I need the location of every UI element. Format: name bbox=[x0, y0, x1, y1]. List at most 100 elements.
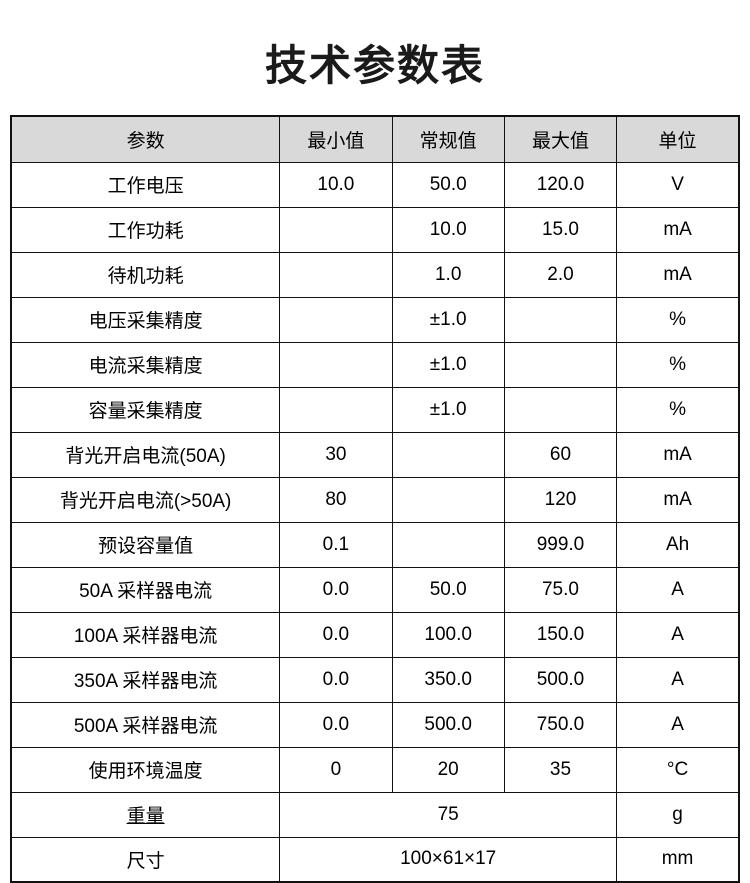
table-row: 容量采集精度 ±1.0 % bbox=[10, 386, 740, 433]
cell-max: 750.0 bbox=[503, 701, 618, 748]
cell-max: 120 bbox=[503, 476, 618, 523]
cell-max: 75.0 bbox=[503, 566, 618, 613]
cell-typical bbox=[391, 521, 505, 568]
cell-typical: 1.0 bbox=[391, 251, 505, 298]
cell-min bbox=[279, 341, 393, 388]
cell-typical: ±1.0 bbox=[391, 386, 505, 433]
table-body: 工作电压 10.0 50.0 120.0 V 工作功耗 10.0 15.0 mA… bbox=[10, 161, 740, 883]
cell-unit: mA bbox=[616, 431, 740, 478]
cell-param: 重量 bbox=[10, 791, 281, 838]
cell-param-text: 重量 bbox=[126, 806, 165, 827]
table-row: 电流采集精度 ±1.0 % bbox=[10, 341, 740, 388]
table-row: 预设容量值 0.1 999.0 Ah bbox=[10, 521, 740, 568]
cell-max: 120.0 bbox=[503, 161, 618, 208]
table-header: 参数 最小值 常规值 最大值 单位 bbox=[10, 115, 740, 163]
cell-param: 100A 采样器电流 bbox=[10, 611, 281, 658]
cell-min: 0.0 bbox=[279, 566, 393, 613]
spec-table-container: 参数 最小值 常规值 最大值 单位 工作电压 10.0 50.0 120.0 V… bbox=[0, 115, 750, 883]
table-row: 500A 采样器电流 0.0 500.0 750.0 A bbox=[10, 701, 740, 748]
cell-unit: A bbox=[616, 611, 740, 658]
cell-param: 尺寸 bbox=[10, 836, 281, 883]
cell-max: 2.0 bbox=[503, 251, 618, 298]
cell-min bbox=[279, 206, 393, 253]
cell-unit: A bbox=[616, 566, 740, 613]
cell-min bbox=[279, 296, 393, 343]
cell-param: 500A 采样器电流 bbox=[10, 701, 281, 748]
cell-unit: % bbox=[616, 386, 740, 433]
cell-typical bbox=[391, 431, 505, 478]
table-row: 背光开启电流(50A) 30 60 mA bbox=[10, 431, 740, 478]
cell-max: 999.0 bbox=[503, 521, 618, 568]
cell-min: 0.0 bbox=[279, 611, 393, 658]
table-row: 电压采集精度 ±1.0 % bbox=[10, 296, 740, 343]
cell-unit: A bbox=[616, 701, 740, 748]
cell-min: 80 bbox=[279, 476, 393, 523]
cell-typical: 500.0 bbox=[391, 701, 505, 748]
cell-max: 15.0 bbox=[503, 206, 618, 253]
cell-min bbox=[279, 251, 393, 298]
spec-table: 参数 最小值 常规值 最大值 单位 工作电压 10.0 50.0 120.0 V… bbox=[10, 115, 740, 883]
cell-typical: 10.0 bbox=[391, 206, 505, 253]
cell-merged-value: 75 bbox=[279, 791, 618, 838]
cell-param: 50A 采样器电流 bbox=[10, 566, 281, 613]
cell-param: 电压采集精度 bbox=[10, 296, 281, 343]
cell-unit: mm bbox=[616, 836, 740, 883]
header-min: 最小值 bbox=[279, 115, 393, 163]
cell-min: 0.0 bbox=[279, 656, 393, 703]
cell-min: 0.1 bbox=[279, 521, 393, 568]
table-row: 工作功耗 10.0 15.0 mA bbox=[10, 206, 740, 253]
cell-max bbox=[503, 341, 618, 388]
cell-unit: % bbox=[616, 341, 740, 388]
table-row-dimension: 尺寸 100×61×17 mm bbox=[10, 836, 740, 883]
header-typical: 常规值 bbox=[391, 115, 505, 163]
table-row: 工作电压 10.0 50.0 120.0 V bbox=[10, 161, 740, 208]
table-row: 使用环境温度 0 20 35 °C bbox=[10, 746, 740, 793]
cell-param: 预设容量值 bbox=[10, 521, 281, 568]
header-param: 参数 bbox=[10, 115, 281, 163]
cell-unit: g bbox=[616, 791, 740, 838]
header-unit: 单位 bbox=[616, 115, 740, 163]
table-row: 背光开启电流(>50A) 80 120 mA bbox=[10, 476, 740, 523]
cell-typical: 50.0 bbox=[391, 566, 505, 613]
cell-param: 工作功耗 bbox=[10, 206, 281, 253]
cell-typical: 100.0 bbox=[391, 611, 505, 658]
cell-typical bbox=[391, 476, 505, 523]
cell-min: 30 bbox=[279, 431, 393, 478]
table-row-weight: 重量 75 g bbox=[10, 791, 740, 838]
cell-typical: 20 bbox=[391, 746, 505, 793]
cell-param: 背光开启电流(50A) bbox=[10, 431, 281, 478]
cell-merged-value: 100×61×17 bbox=[279, 836, 618, 883]
cell-typical: 50.0 bbox=[391, 161, 505, 208]
table-row: 100A 采样器电流 0.0 100.0 150.0 A bbox=[10, 611, 740, 658]
cell-typical: 350.0 bbox=[391, 656, 505, 703]
cell-unit: Ah bbox=[616, 521, 740, 568]
cell-min: 10.0 bbox=[279, 161, 393, 208]
cell-max: 35 bbox=[503, 746, 618, 793]
cell-unit: V bbox=[616, 161, 740, 208]
cell-unit: °C bbox=[616, 746, 740, 793]
cell-param: 容量采集精度 bbox=[10, 386, 281, 433]
cell-typical: ±1.0 bbox=[391, 341, 505, 388]
table-row: 待机功耗 1.0 2.0 mA bbox=[10, 251, 740, 298]
cell-unit: A bbox=[616, 656, 740, 703]
cell-max bbox=[503, 296, 618, 343]
table-row: 350A 采样器电流 0.0 350.0 500.0 A bbox=[10, 656, 740, 703]
cell-min bbox=[279, 386, 393, 433]
cell-unit: % bbox=[616, 296, 740, 343]
header-max: 最大值 bbox=[503, 115, 618, 163]
cell-param: 电流采集精度 bbox=[10, 341, 281, 388]
cell-param: 工作电压 bbox=[10, 161, 281, 208]
cell-max bbox=[503, 386, 618, 433]
table-row: 50A 采样器电流 0.0 50.0 75.0 A bbox=[10, 566, 740, 613]
cell-max: 150.0 bbox=[503, 611, 618, 658]
cell-min: 0.0 bbox=[279, 701, 393, 748]
cell-typical: ±1.0 bbox=[391, 296, 505, 343]
header-row: 参数 最小值 常规值 最大值 单位 bbox=[10, 115, 740, 163]
cell-unit: mA bbox=[616, 206, 740, 253]
cell-min: 0 bbox=[279, 746, 393, 793]
cell-unit: mA bbox=[616, 476, 740, 523]
cell-param: 待机功耗 bbox=[10, 251, 281, 298]
cell-max: 500.0 bbox=[503, 656, 618, 703]
page-title: 技术参数表 bbox=[264, 42, 485, 89]
